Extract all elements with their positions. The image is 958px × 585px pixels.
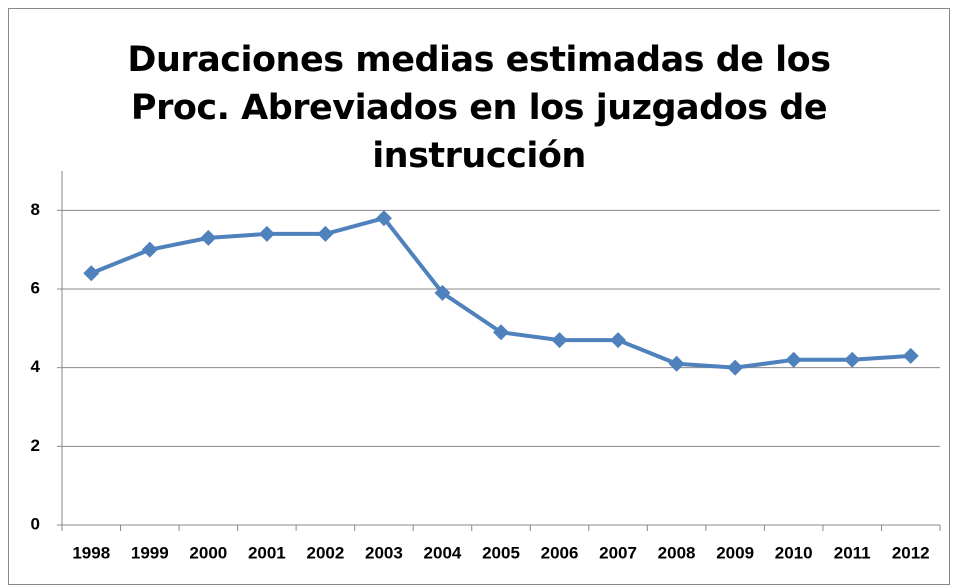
x-tick-label: 1999 bbox=[131, 543, 169, 562]
x-tick-label: 2011 bbox=[834, 543, 871, 562]
data-marker bbox=[200, 229, 217, 246]
x-tick-label: 2008 bbox=[658, 543, 696, 562]
chart-title: Duraciones medias estimadas de los Proc.… bbox=[127, 40, 831, 176]
y-tick-label: 4 bbox=[31, 357, 41, 376]
x-tick-label: 2002 bbox=[306, 543, 344, 562]
y-tick-label: 2 bbox=[31, 436, 40, 455]
x-tick-label: 2009 bbox=[716, 543, 754, 562]
x-tick-label: 2005 bbox=[482, 543, 520, 562]
data-marker bbox=[493, 324, 509, 341]
data-marker bbox=[551, 332, 568, 349]
data-marker bbox=[785, 351, 802, 368]
data-marker bbox=[317, 225, 334, 242]
x-tick-label: 2006 bbox=[541, 543, 579, 562]
data-marker bbox=[668, 355, 685, 372]
data-marker bbox=[844, 351, 861, 368]
y-tick-label: 6 bbox=[31, 278, 40, 297]
data-marker bbox=[434, 284, 451, 301]
y-tick-label: 8 bbox=[31, 200, 40, 219]
data-line bbox=[90, 216, 911, 370]
x-tick-label: 1998 bbox=[72, 543, 110, 562]
x-tick-label: 2001 bbox=[248, 543, 286, 562]
data-marker bbox=[727, 359, 744, 376]
data-marker bbox=[375, 210, 392, 227]
x-tick-label: 2010 bbox=[775, 543, 813, 562]
x-tick-label: 2004 bbox=[424, 543, 462, 562]
x-tick-label: 2012 bbox=[892, 543, 930, 562]
data-marker bbox=[610, 332, 627, 349]
data-marker bbox=[141, 241, 158, 258]
x-tick-label: 2003 bbox=[365, 543, 403, 562]
y-tick-label: 0 bbox=[31, 514, 40, 533]
x-tick-label: 2007 bbox=[599, 543, 637, 562]
x-tick-label: 2000 bbox=[189, 543, 227, 562]
data-marker bbox=[902, 347, 919, 364]
data-marker bbox=[258, 225, 275, 242]
data-marker bbox=[83, 265, 100, 282]
